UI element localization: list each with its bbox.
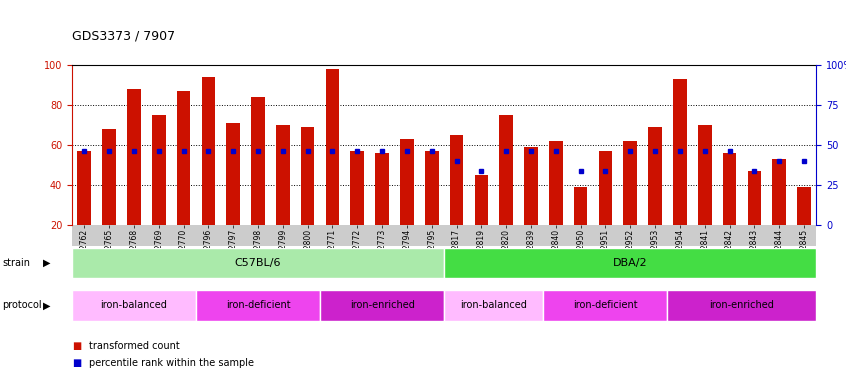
- Bar: [698, 125, 711, 225]
- Bar: [78, 151, 91, 225]
- Text: protocol: protocol: [3, 300, 42, 310]
- Bar: [599, 151, 613, 225]
- Bar: [196, 290, 320, 321]
- Bar: [450, 135, 464, 225]
- Text: DBA/2: DBA/2: [613, 258, 647, 268]
- Bar: [772, 159, 786, 225]
- Text: GDS3373 / 7907: GDS3373 / 7907: [72, 29, 175, 42]
- Bar: [326, 69, 339, 225]
- Bar: [549, 141, 563, 225]
- Bar: [276, 125, 289, 225]
- Bar: [543, 290, 667, 321]
- Bar: [102, 129, 116, 225]
- Bar: [667, 290, 816, 321]
- Text: iron-enriched: iron-enriched: [349, 300, 415, 310]
- Text: transformed count: transformed count: [89, 341, 179, 351]
- Bar: [201, 77, 215, 225]
- Bar: [350, 151, 364, 225]
- Bar: [127, 89, 140, 225]
- Text: iron-balanced: iron-balanced: [460, 300, 527, 310]
- Bar: [251, 97, 265, 225]
- Bar: [797, 187, 810, 225]
- Bar: [72, 290, 196, 321]
- Bar: [673, 79, 687, 225]
- Text: percentile rank within the sample: percentile rank within the sample: [89, 358, 254, 368]
- Bar: [444, 248, 816, 278]
- Bar: [525, 147, 538, 225]
- Bar: [227, 123, 240, 225]
- Text: ■: ■: [72, 358, 81, 368]
- Bar: [72, 248, 444, 278]
- Bar: [177, 91, 190, 225]
- Text: iron-enriched: iron-enriched: [710, 300, 774, 310]
- Text: iron-deficient: iron-deficient: [226, 300, 290, 310]
- Text: strain: strain: [3, 258, 30, 268]
- Text: ▶: ▶: [43, 300, 50, 310]
- Bar: [648, 127, 662, 225]
- Text: C57BL/6: C57BL/6: [235, 258, 281, 268]
- Bar: [400, 139, 414, 225]
- Bar: [301, 127, 315, 225]
- Bar: [499, 115, 513, 225]
- Bar: [444, 290, 543, 321]
- Bar: [320, 290, 444, 321]
- Bar: [425, 151, 438, 225]
- Bar: [152, 115, 166, 225]
- Text: iron-deficient: iron-deficient: [573, 300, 638, 310]
- Bar: [574, 187, 587, 225]
- Text: ▶: ▶: [43, 258, 50, 268]
- Bar: [624, 141, 637, 225]
- Bar: [475, 175, 488, 225]
- Bar: [376, 153, 389, 225]
- Bar: [722, 153, 736, 225]
- Bar: [748, 171, 761, 225]
- Text: iron-balanced: iron-balanced: [101, 300, 168, 310]
- Text: ■: ■: [72, 341, 81, 351]
